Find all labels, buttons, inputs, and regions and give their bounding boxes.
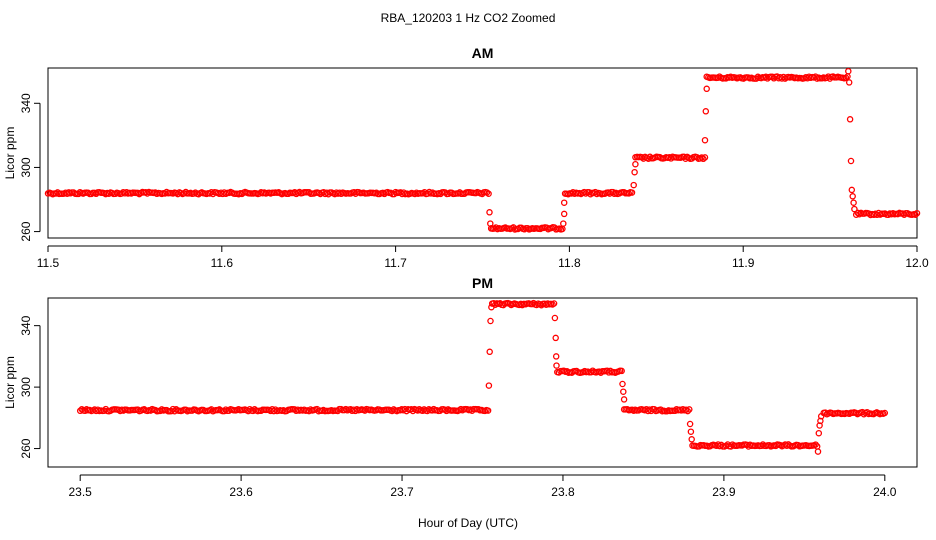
- data-point: [551, 314, 559, 322]
- data-point: [851, 205, 858, 213]
- data-point: [619, 380, 626, 388]
- data-point: [550, 300, 558, 307]
- data-point: [560, 199, 568, 206]
- x-tick-label: 23.8: [551, 485, 575, 499]
- panel-title: AM: [472, 45, 494, 61]
- x-tick-label: 11.8: [558, 256, 581, 270]
- data-point: [686, 406, 693, 413]
- panel-title: PM: [472, 275, 493, 291]
- y-axis-label: Licor ppm: [3, 127, 17, 180]
- y-tick-label: 260: [19, 221, 33, 241]
- x-tick-label: 12.0: [905, 256, 929, 270]
- data-point: [628, 189, 636, 196]
- data-point: [686, 420, 694, 428]
- data-point: [881, 409, 889, 417]
- data-point: [487, 317, 494, 325]
- data-point: [486, 348, 493, 356]
- data-point: [560, 220, 567, 227]
- data-point: [485, 190, 492, 197]
- data-point: [684, 407, 691, 415]
- data-point: [847, 157, 855, 165]
- data-point: [630, 181, 637, 189]
- data-point: [848, 186, 856, 194]
- y-axis-label: Licor ppm: [3, 356, 17, 409]
- x-tick-label: 23.7: [390, 485, 414, 499]
- data-point: [486, 209, 493, 216]
- y-tick-label: 300: [19, 157, 33, 177]
- data-point: [560, 210, 568, 218]
- data-point: [701, 136, 709, 144]
- data-point: [485, 382, 493, 389]
- data-point: [620, 388, 627, 395]
- plot-frame: [47, 67, 918, 239]
- x-axis-label: Hour of Day (UTC): [418, 516, 518, 530]
- data-point: [698, 154, 705, 161]
- data-point: [845, 79, 853, 86]
- panel-am: AM 11.5 11.6 11.7 11.8 11.9 12.0 260 300 340Licor…: [3, 45, 929, 270]
- x-tick-label: 11.6: [211, 256, 234, 270]
- figure-title: RBA_120203 1 Hz CO2 Zoomed: [381, 11, 556, 25]
- data-point: [913, 209, 921, 217]
- x-tick-label: 24.0: [873, 485, 897, 499]
- y-tick-label: 340: [19, 93, 33, 113]
- x-tick-label: 23.6: [229, 485, 253, 499]
- data-point: [618, 367, 625, 375]
- data-point: [849, 193, 856, 200]
- data-point: [552, 353, 560, 360]
- data-point: [688, 436, 695, 443]
- y-tick-label: 260: [19, 438, 33, 458]
- data-point: [846, 116, 854, 123]
- data-point: [814, 448, 822, 455]
- x-tick-label: 11.5: [37, 256, 60, 270]
- panel-pm: PM 23.5 23.6 23.7 23.8 23.9 24.0 260 300 340 Licor…: [3, 275, 918, 499]
- data-point: [632, 160, 639, 168]
- x-tick-label: 11.9: [732, 256, 755, 270]
- data-point: [912, 211, 919, 218]
- data-point: [845, 67, 852, 75]
- data-point: [701, 154, 709, 161]
- x-tick-label: 11.7: [384, 256, 407, 270]
- x-tick-label: 23.9: [712, 485, 736, 499]
- x-tick-label: 23.5: [69, 485, 93, 499]
- data-point: [702, 108, 710, 115]
- data-point: [703, 85, 710, 93]
- data-point: [682, 406, 690, 413]
- data-point: [815, 429, 823, 437]
- data-points: [76, 299, 889, 455]
- data-point: [620, 396, 628, 403]
- y-tick-label: 300: [19, 377, 33, 397]
- data-point: [850, 199, 857, 206]
- data-point: [484, 407, 492, 414]
- data-point: [552, 334, 559, 342]
- data-point: [687, 428, 695, 435]
- data-point: [631, 168, 638, 176]
- data-point: [553, 362, 560, 369]
- plot-frame: [47, 297, 918, 468]
- data-points: [44, 67, 921, 233]
- y-tick-label: 340: [19, 315, 33, 335]
